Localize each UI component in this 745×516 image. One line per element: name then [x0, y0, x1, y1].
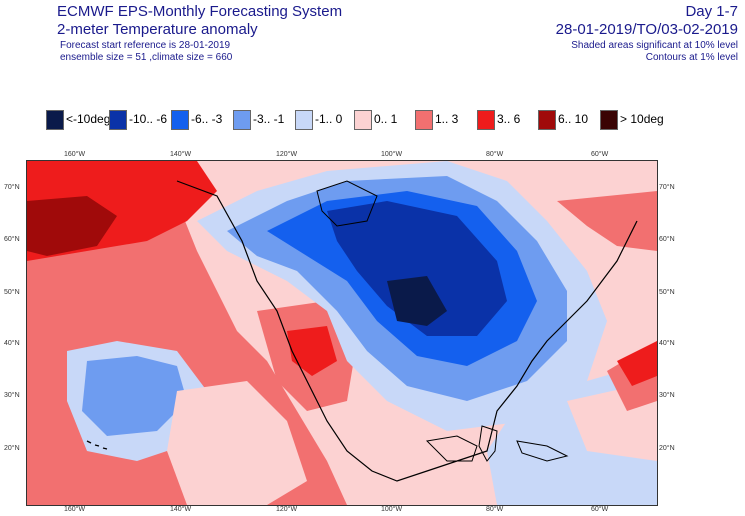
legend-swatch	[538, 110, 556, 130]
legend-swatch	[600, 110, 618, 130]
gulf-coastline	[425, 435, 478, 462]
lat-tick-right: 40°N	[659, 340, 675, 347]
chart-title: ECMWF EPS-Monthly Forecasting System	[57, 3, 343, 20]
legend-label: 3.. 6	[497, 112, 521, 126]
forecast-reference: Forecast start reference is 28-01-2019	[60, 40, 231, 51]
lat-tick-left: 40°N	[4, 340, 20, 347]
legend-swatch	[295, 110, 313, 130]
legend-label: <-10deg	[66, 112, 111, 126]
coastline	[176, 180, 638, 482]
hawaii-islands	[86, 440, 108, 450]
lon-tick-bottom: 160°W	[64, 506, 86, 513]
legend-swatch	[109, 110, 127, 130]
lat-tick-left: 20°N	[4, 445, 20, 452]
legend-swatch	[233, 110, 251, 130]
legend-swatch	[477, 110, 495, 130]
legend-label: 1.. 3	[435, 112, 459, 126]
lat-tick-right: 60°N	[659, 236, 675, 243]
legend-label: 0.. 1	[374, 112, 398, 126]
lat-tick-right: 30°N	[659, 392, 675, 399]
western-hot-patch	[287, 326, 337, 376]
pacific-cool-patch	[82, 356, 187, 436]
lat-tick-left: 70°N	[4, 184, 20, 191]
legend-swatch	[354, 110, 372, 130]
florida-coastline	[478, 425, 498, 462]
legend-label: -6.. -3	[191, 112, 223, 126]
shading-note: Shaded areas significant at 10% level	[571, 40, 738, 51]
date-range: 28-01-2019/TO/03-02-2019	[555, 21, 738, 38]
lon-tick-top: 60°W	[591, 151, 609, 158]
legend-label: -10.. -6	[129, 112, 168, 126]
lat-tick-right: 20°N	[659, 445, 675, 452]
lat-tick-left: 60°N	[4, 236, 20, 243]
legend-label: -3.. -1	[253, 112, 285, 126]
contour-note: Contours at 1% level	[645, 52, 738, 63]
lon-tick-top: 80°W	[486, 151, 504, 158]
hudson-coastline	[316, 180, 378, 227]
lon-tick-bottom: 80°W	[486, 506, 504, 513]
day-range: Day 1-7	[685, 3, 738, 20]
subtropical-neutral-patch	[167, 381, 307, 505]
anomaly-map-canvas	[27, 161, 657, 505]
caribbean-coastline	[516, 440, 569, 462]
lon-tick-top: 100°W	[381, 151, 403, 158]
continental-very-cold-zone	[327, 201, 507, 336]
legend-swatch	[171, 110, 189, 130]
lat-tick-left: 50°N	[4, 289, 20, 296]
lon-tick-bottom: 140°W	[170, 506, 192, 513]
northeast-warm-zone	[557, 191, 657, 251]
lon-tick-top: 160°W	[64, 151, 86, 158]
lat-tick-right: 70°N	[659, 184, 675, 191]
extreme-cold-core	[387, 276, 447, 326]
lon-tick-bottom: 120°W	[276, 506, 298, 513]
ensemble-info: ensemble size = 51 ,climate size = 660	[60, 52, 233, 63]
lon-tick-bottom: 60°W	[591, 506, 609, 513]
anomaly-map	[26, 160, 658, 506]
legend-label: 6.. 10	[558, 112, 589, 126]
atlantic-hot-patch	[617, 341, 657, 386]
lon-tick-top: 140°W	[170, 151, 192, 158]
legend-swatch	[46, 110, 64, 130]
legend-swatch	[415, 110, 433, 130]
alaska-hot-core	[27, 196, 117, 256]
lon-tick-top: 120°W	[276, 151, 298, 158]
lat-tick-left: 30°N	[4, 392, 20, 399]
chart-subtitle: 2-meter Temperature anomaly	[57, 21, 258, 38]
legend-label: -1.. 0	[315, 112, 343, 126]
lat-tick-right: 50°N	[659, 289, 675, 296]
legend-label: > 10deg	[620, 112, 664, 126]
lon-tick-bottom: 100°W	[381, 506, 403, 513]
